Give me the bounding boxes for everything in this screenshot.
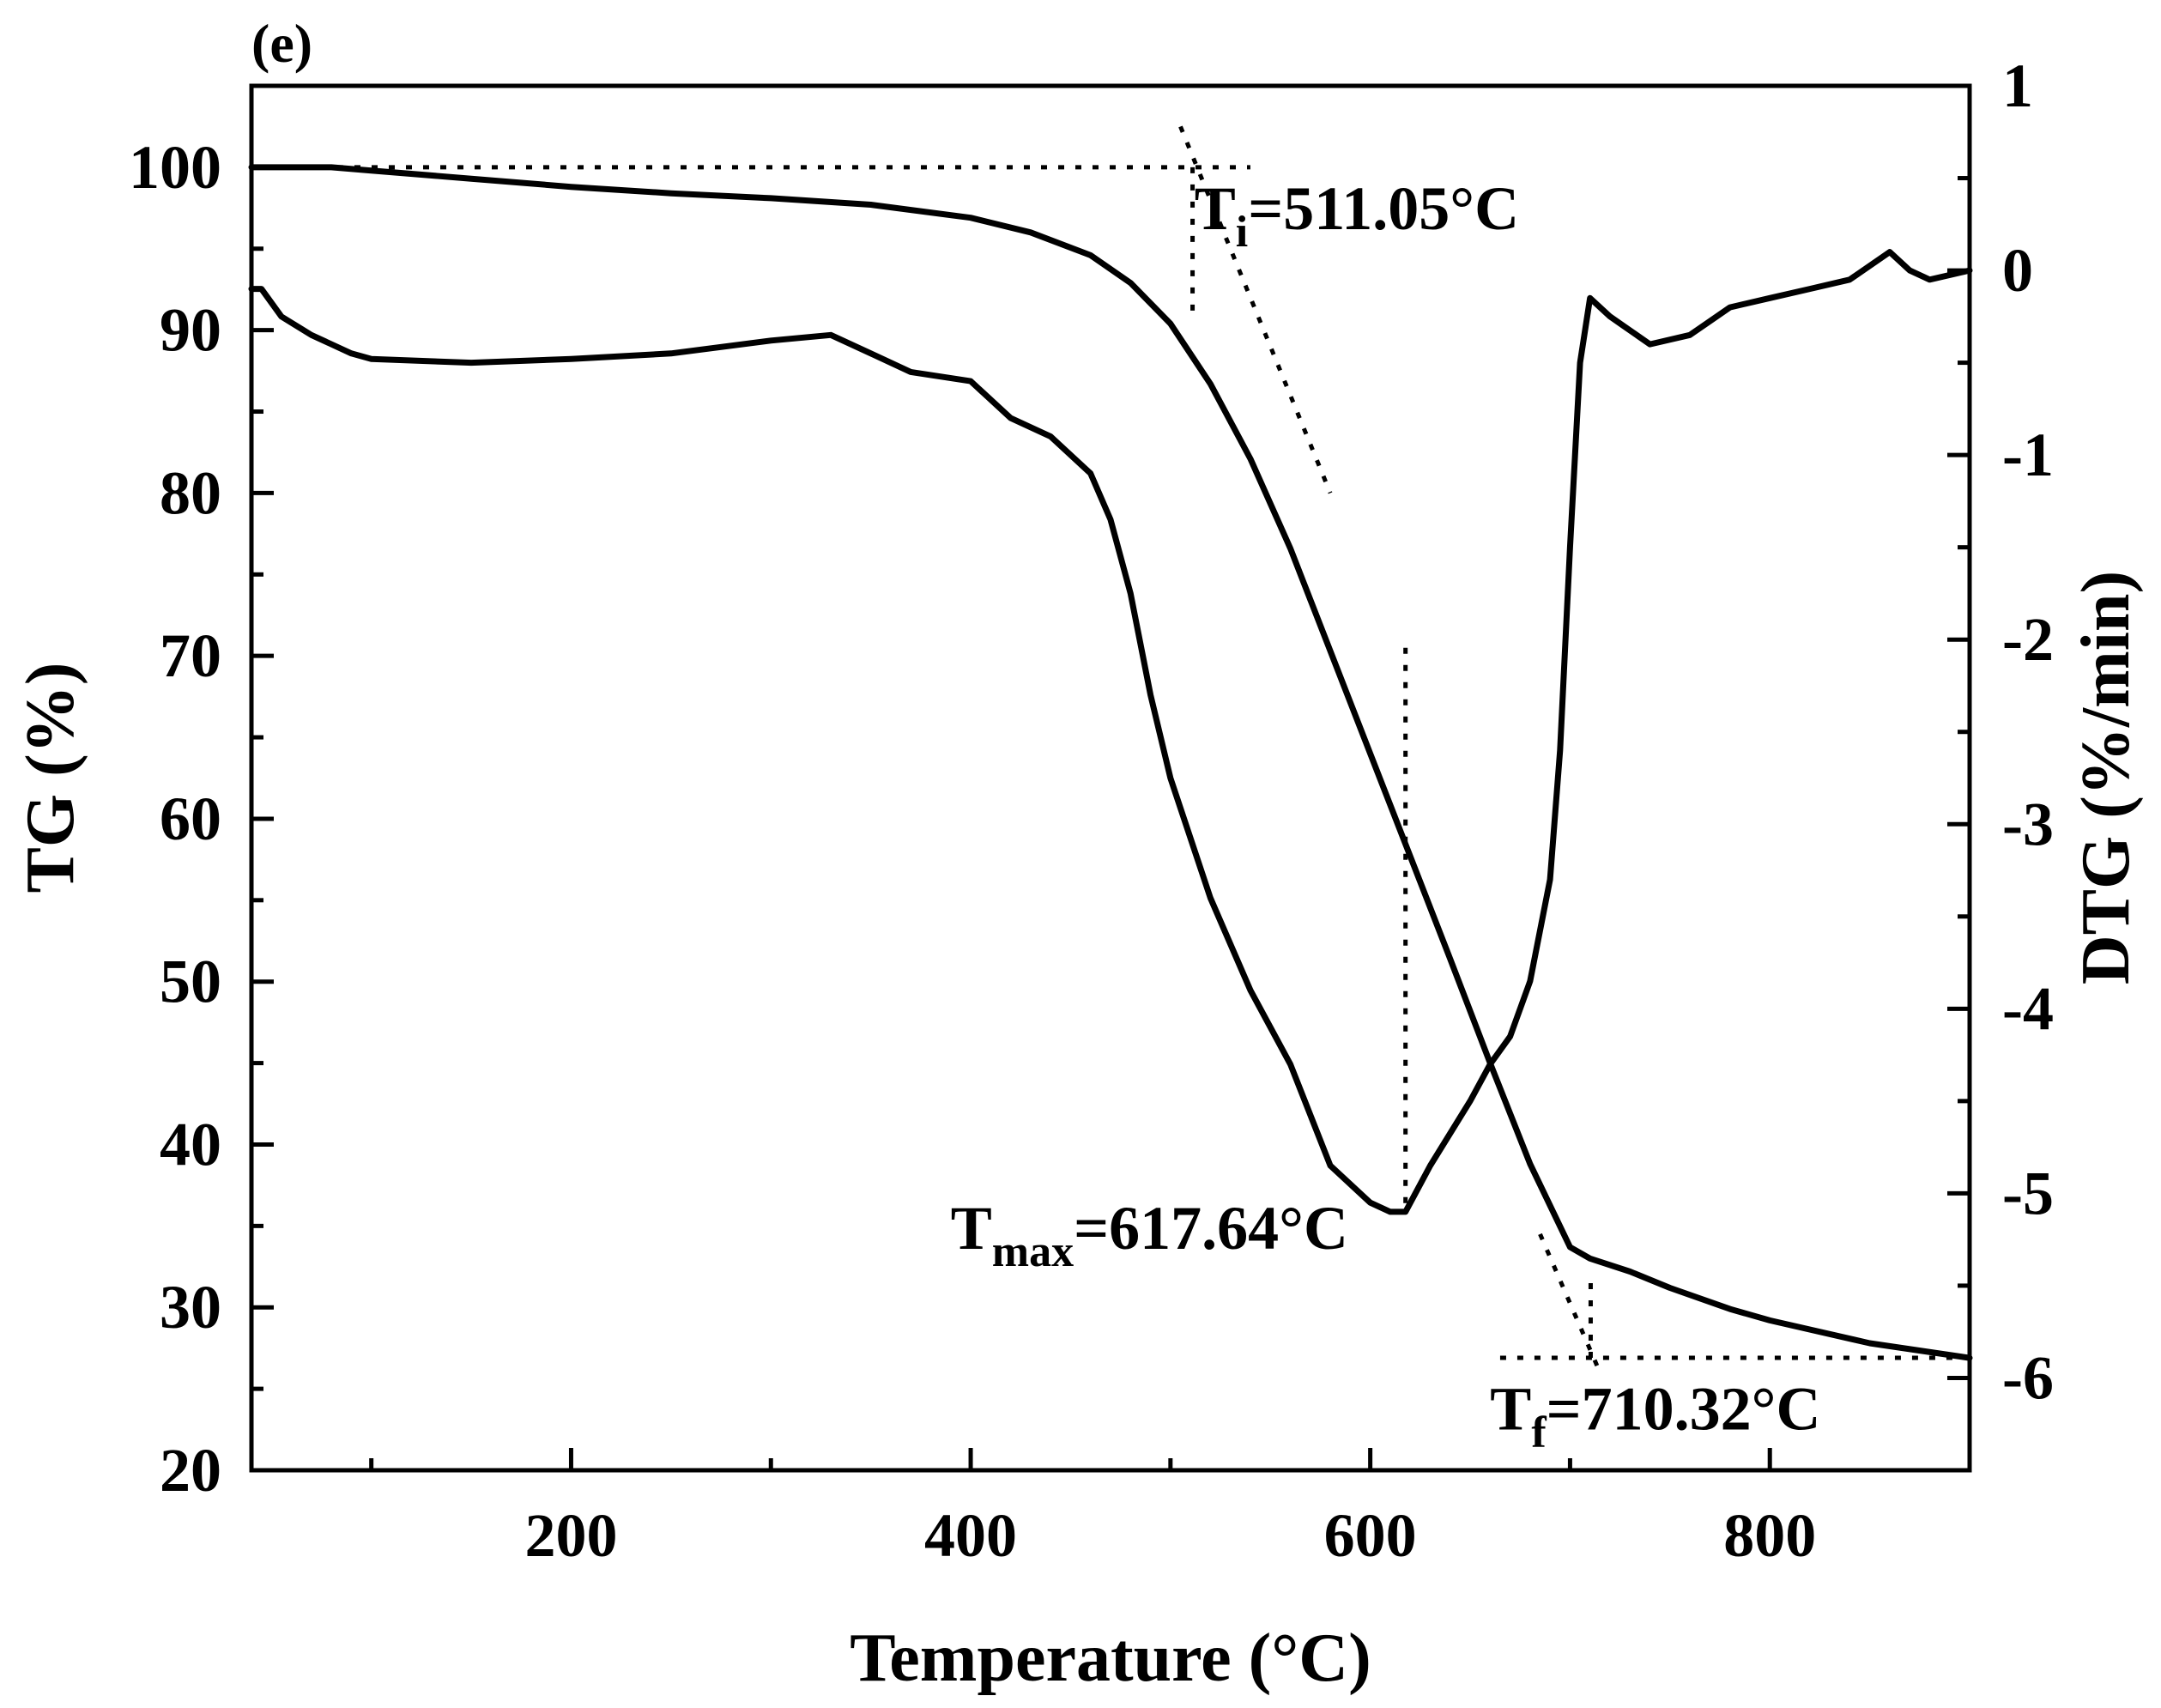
y-right-tick-label: -3 — [2002, 790, 2054, 858]
tick-labels: 200 400 600 800 20 30 40 50 60 70 80 90 100 1 0 -1 -2 -3 -… — [129, 51, 2054, 1570]
plot-frame — [249, 83, 1972, 1473]
tg-endset-tangent-line — [1538, 1233, 1602, 1374]
y-right-tick-label: 0 — [2002, 236, 2033, 305]
y-left-tick-label: 100 — [129, 133, 221, 202]
x-tick-label: 400 — [924, 1501, 1017, 1570]
x-tick-label: 600 — [1324, 1501, 1417, 1570]
y-right-tick-label: -4 — [2002, 974, 2054, 1043]
y-left-tick-label: 80 — [160, 458, 221, 527]
data-series — [248, 164, 1973, 1361]
x-axis-title: Temperature (°C) — [850, 1620, 1371, 1696]
y-left-tick-label: 40 — [160, 1110, 221, 1178]
reference-lines — [251, 125, 1970, 1374]
y-left-tick-label: 30 — [160, 1273, 221, 1342]
axis-ticks — [251, 83, 1972, 1473]
ti-annotation: Ti=511.05°C — [1195, 174, 1519, 257]
y-right-tick-label: 1 — [2002, 51, 2033, 120]
tg-series-line — [248, 164, 1973, 1361]
y-right-axis-title: DTG (%/min) — [2068, 571, 2144, 984]
tmax-annotation: Tmax=617.64°C — [951, 1194, 1348, 1276]
y-right-tick-label: -1 — [2002, 421, 2054, 489]
y-left-tick-label: 60 — [160, 784, 221, 853]
y-left-tick-label: 50 — [160, 948, 221, 1016]
x-tick-label: 800 — [1723, 1501, 1816, 1570]
dtg-series-line — [248, 249, 1973, 1215]
annotations: Ti=511.05°C Tmax=617.64°C Tf=710.32°C — [951, 174, 1821, 1457]
y-left-axis-title: TG (%) — [13, 663, 88, 893]
tg-onset-tangent-line — [1178, 125, 1333, 494]
y-left-tick-label: 70 — [160, 621, 221, 690]
y-right-tick-label: -2 — [2002, 605, 2054, 674]
panel-label: (e) — [251, 13, 312, 74]
y-left-tick-label: 90 — [160, 296, 221, 365]
y-left-tick-label: 20 — [160, 1436, 221, 1505]
y-right-tick-label: -6 — [2002, 1343, 2054, 1412]
x-tick-label: 200 — [524, 1501, 617, 1570]
y-right-tick-label: -5 — [2002, 1159, 2054, 1227]
tf-annotation: Tf=710.32°C — [1490, 1375, 1820, 1457]
